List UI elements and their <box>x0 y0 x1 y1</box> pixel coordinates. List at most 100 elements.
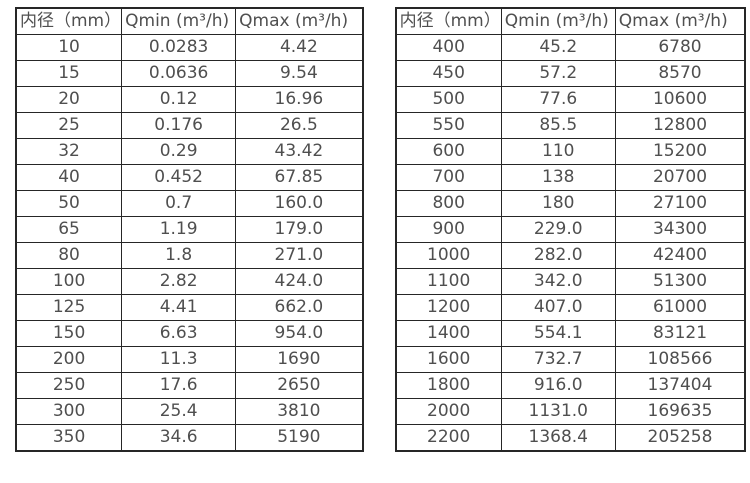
table-cell: 10 <box>15 34 123 61</box>
table-row: 15 0.0636 9.54 <box>15 60 364 87</box>
flow-table-small-diameters: 内径（mm） Qmin (m³/h) Qmax (m³/h) 10 0.0283 4… <box>15 7 364 452</box>
table-cell: 137404 <box>614 372 746 399</box>
table-cell: 2650 <box>235 372 364 399</box>
table-cell: 1600 <box>395 346 502 373</box>
table-cell: 0.0636 <box>121 60 237 87</box>
table-cell: 732.7 <box>500 346 616 373</box>
table-cell: 65 <box>15 216 123 243</box>
col-header-diameter: 内径（mm） <box>395 7 502 35</box>
col-header-qmax: Qmax (m³/h) <box>614 7 746 35</box>
table-cell: 342.0 <box>500 268 616 295</box>
table-row: 80 1.8 271.0 <box>15 242 364 269</box>
table-row: 450 57.2 8570 <box>395 60 746 87</box>
header-row: 内径（mm） Qmin (m³/h) Qmax (m³/h) <box>15 7 364 35</box>
table-row: 1400 554.1 83121 <box>395 320 746 347</box>
table-row: 2000 1131.0 169635 <box>395 398 746 425</box>
table-cell: 51300 <box>614 268 746 295</box>
table-cell: 32 <box>15 138 123 165</box>
table-cell: 550 <box>395 112 502 139</box>
table-cell: 43.42 <box>235 138 364 165</box>
table-cell: 0.29 <box>121 138 237 165</box>
table-cell: 229.0 <box>500 216 616 243</box>
table-row: 1600 732.7 108566 <box>395 346 746 373</box>
table-row: 100 2.82 424.0 <box>15 268 364 295</box>
table-cell: 1200 <box>395 294 502 321</box>
table-cell: 662.0 <box>235 294 364 321</box>
table-cell: 954.0 <box>235 320 364 347</box>
table-cell: 500 <box>395 86 502 113</box>
table-cell: 12800 <box>614 112 746 139</box>
table-cell: 25 <box>15 112 123 139</box>
table-row: 1200 407.0 61000 <box>395 294 746 321</box>
table-cell: 271.0 <box>235 242 364 269</box>
table-cell: 1400 <box>395 320 502 347</box>
table-row: 1000 282.0 42400 <box>395 242 746 269</box>
table-cell: 34300 <box>614 216 746 243</box>
table-row: 200 11.3 1690 <box>15 346 364 373</box>
table-cell: 20 <box>15 86 123 113</box>
table-row: 150 6.63 954.0 <box>15 320 364 347</box>
table-cell: 3810 <box>235 398 364 425</box>
table-row: 125 4.41 662.0 <box>15 294 364 321</box>
table-cell: 1368.4 <box>500 424 616 452</box>
table-cell: 80 <box>15 242 123 269</box>
table-row: 250 17.6 2650 <box>15 372 364 399</box>
table-cell: 0.7 <box>121 190 237 217</box>
table-cell: 45.2 <box>500 34 616 61</box>
table-row: 40 0.452 67.85 <box>15 164 364 191</box>
table-cell: 17.6 <box>121 372 237 399</box>
header-row: 内径（mm） Qmin (m³/h) Qmax (m³/h) <box>395 7 746 35</box>
table-cell: 10600 <box>614 86 746 113</box>
table-cell: 250 <box>15 372 123 399</box>
table-cell: 407.0 <box>500 294 616 321</box>
table-cell: 27100 <box>614 190 746 217</box>
table-cell: 20700 <box>614 164 746 191</box>
table-body: 10 0.0283 4.42 15 0.0636 9.54 20 0.12 16.96 25 0.1… <box>15 34 364 452</box>
table-cell: 1000 <box>395 242 502 269</box>
table-cell: 900 <box>395 216 502 243</box>
table-cell: 300 <box>15 398 123 425</box>
table-row: 400 45.2 6780 <box>395 34 746 61</box>
table-cell: 15200 <box>614 138 746 165</box>
table-cell: 180 <box>500 190 616 217</box>
table-cell: 0.0283 <box>121 34 237 61</box>
table-cell: 110 <box>500 138 616 165</box>
table-row: 600 110 15200 <box>395 138 746 165</box>
table-cell: 350 <box>15 424 123 452</box>
table-cell: 282.0 <box>500 242 616 269</box>
table-cell: 400 <box>395 34 502 61</box>
table-cell: 4.42 <box>235 34 364 61</box>
table-cell: 25.4 <box>121 398 237 425</box>
table-cell: 424.0 <box>235 268 364 295</box>
table-row: 50 0.7 160.0 <box>15 190 364 217</box>
table-cell: 108566 <box>614 346 746 373</box>
table-row: 350 34.6 5190 <box>15 424 364 452</box>
table-cell: 160.0 <box>235 190 364 217</box>
table-cell: 554.1 <box>500 320 616 347</box>
table-cell: 57.2 <box>500 60 616 87</box>
flow-table-large-diameters: 内径（mm） Qmin (m³/h) Qmax (m³/h) 400 45.2 67… <box>394 7 747 452</box>
table-row: 20 0.12 16.96 <box>15 86 364 113</box>
table-cell: 150 <box>15 320 123 347</box>
table-row: 10 0.0283 4.42 <box>15 34 364 61</box>
table-row: 25 0.176 26.5 <box>15 112 364 139</box>
table-cell: 125 <box>15 294 123 321</box>
table-row: 65 1.19 179.0 <box>15 216 364 243</box>
table-cell: 1690 <box>235 346 364 373</box>
table-cell: 800 <box>395 190 502 217</box>
table-cell: 1.8 <box>121 242 237 269</box>
table-cell: 6780 <box>614 34 746 61</box>
table-cell: 200 <box>15 346 123 373</box>
table-cell: 1131.0 <box>500 398 616 425</box>
table-row: 1800 916.0 137404 <box>395 372 746 399</box>
table-row: 1100 342.0 51300 <box>395 268 746 295</box>
table-cell: 600 <box>395 138 502 165</box>
table-header: 内径（mm） Qmin (m³/h) Qmax (m³/h) <box>15 7 364 35</box>
table-row: 800 180 27100 <box>395 190 746 217</box>
table-cell: 916.0 <box>500 372 616 399</box>
table-cell: 61000 <box>614 294 746 321</box>
col-header-qmin: Qmin (m³/h) <box>121 7 237 35</box>
table-cell: 11.3 <box>121 346 237 373</box>
table-cell: 8570 <box>614 60 746 87</box>
